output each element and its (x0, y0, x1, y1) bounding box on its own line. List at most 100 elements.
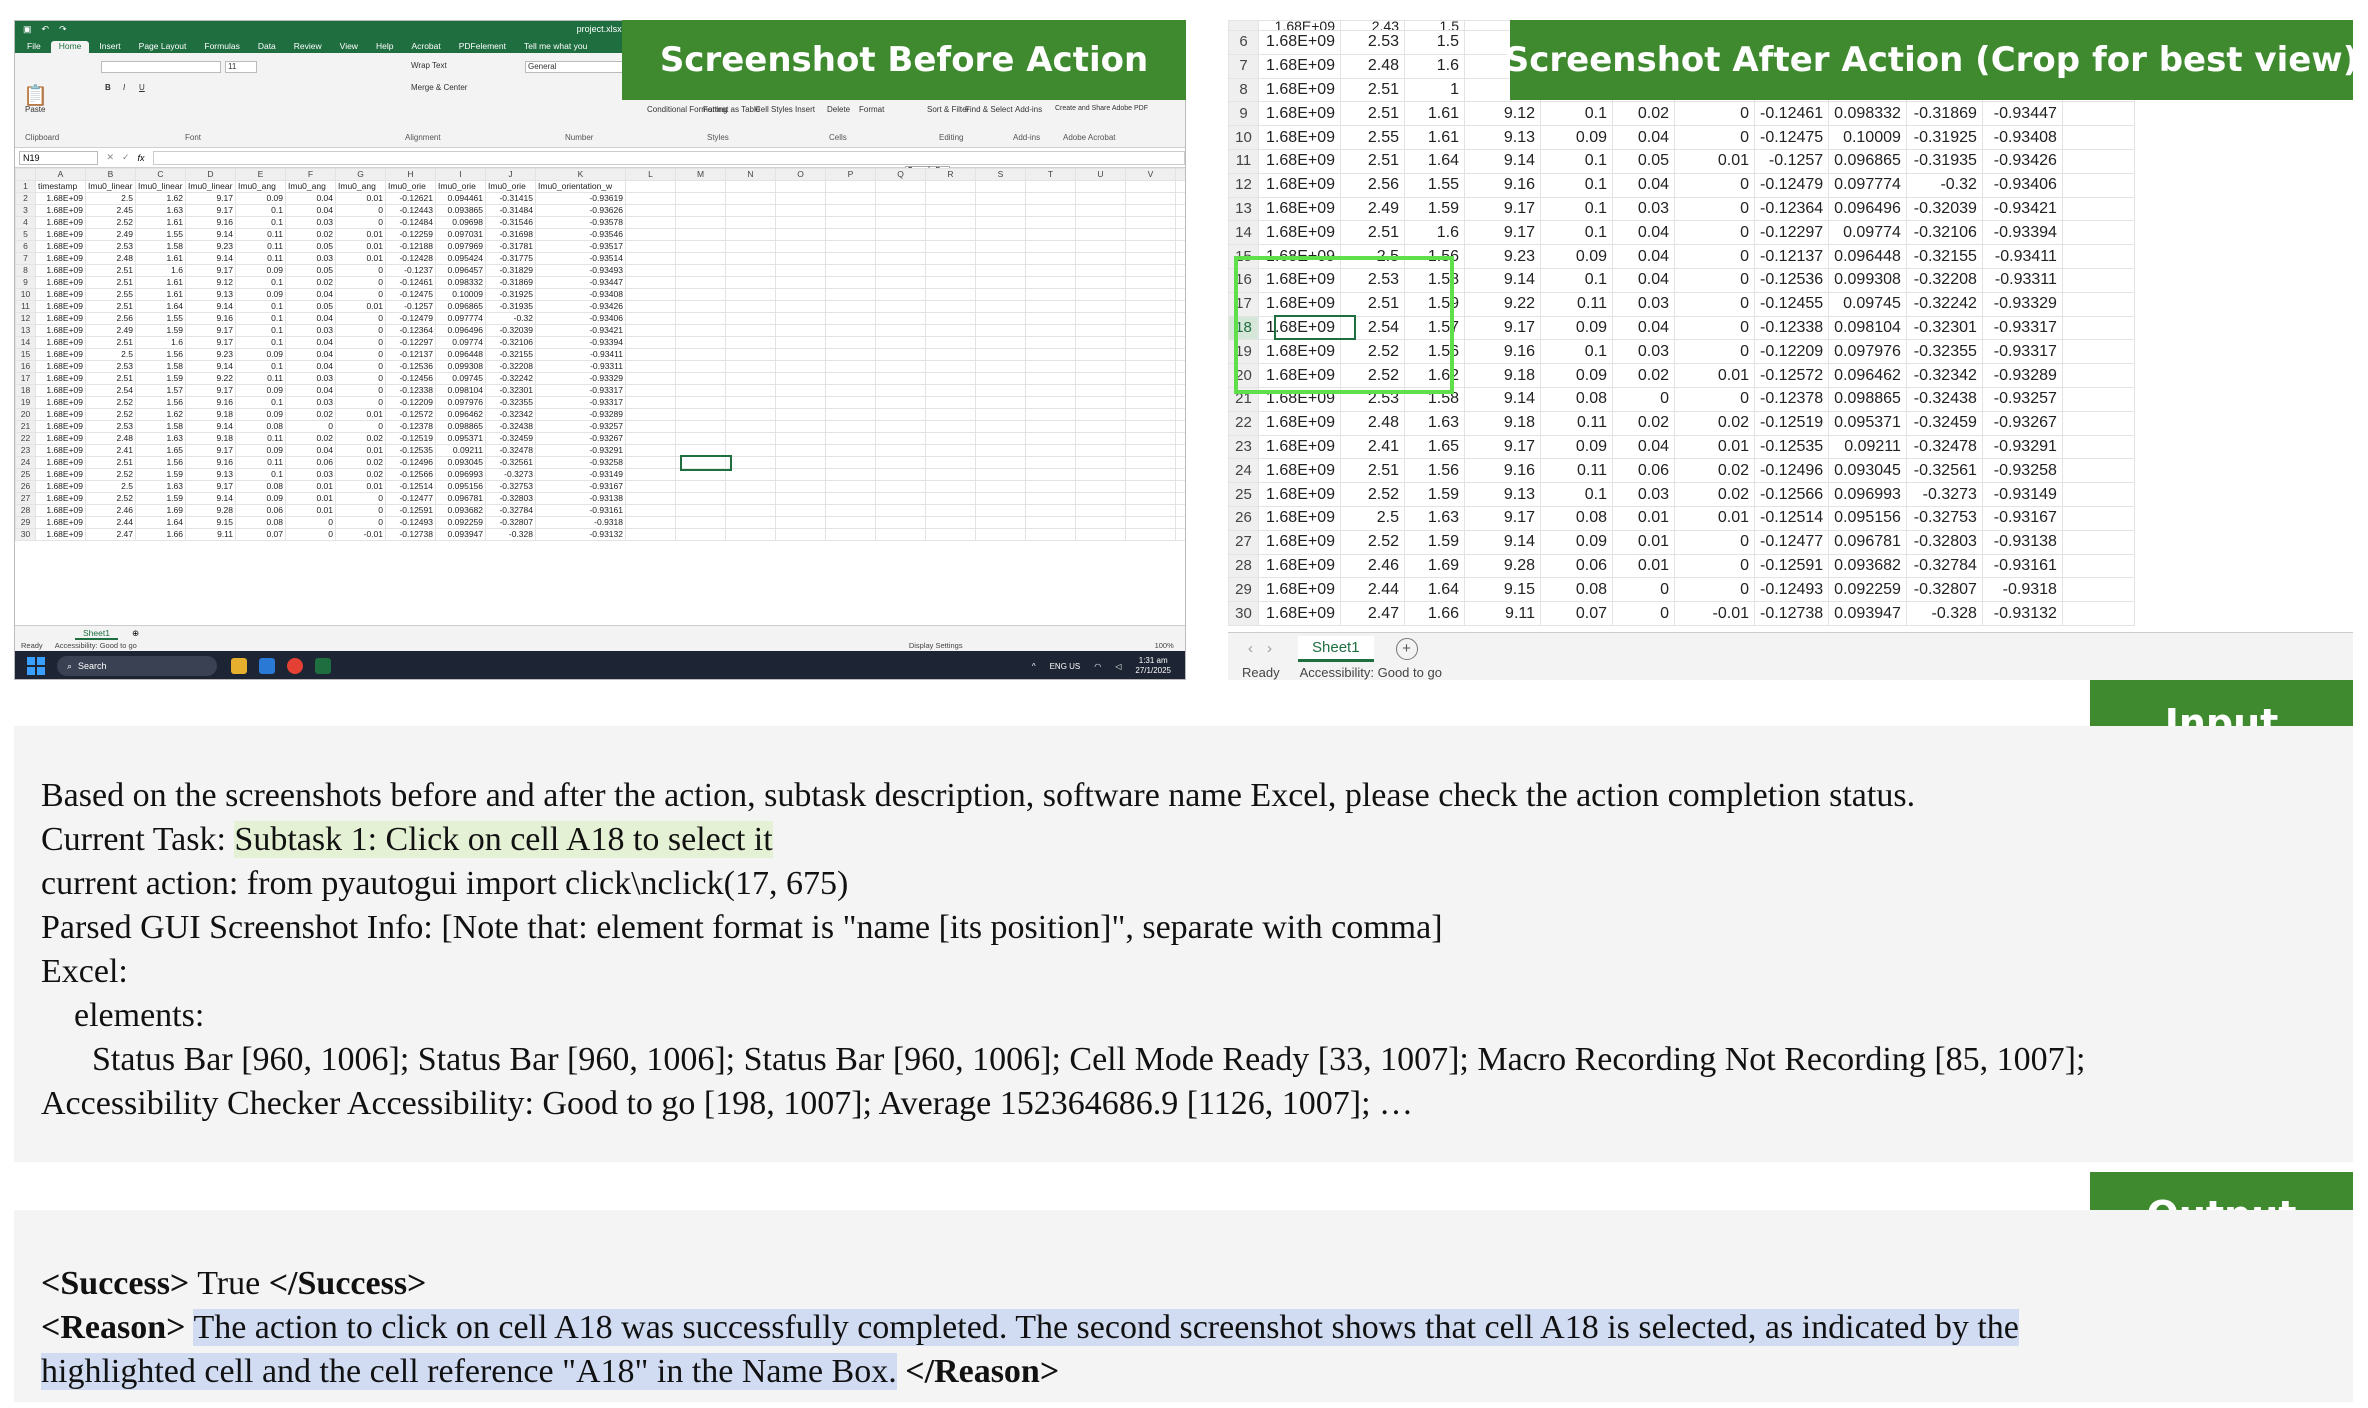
grid-cell[interactable]: 1.69 (1405, 554, 1465, 578)
grid-cell[interactable]: -0.93267 (536, 433, 626, 445)
grid-cell[interactable] (676, 433, 726, 445)
row-header[interactable]: 4 (16, 217, 36, 229)
format-as-table-button[interactable]: Format as Table (703, 105, 760, 114)
grid-cell[interactable]: -0.32459 (486, 433, 536, 445)
column-header-r[interactable]: R (926, 169, 976, 181)
grid-cell[interactable] (1176, 493, 1187, 505)
sort-filter-button[interactable]: Sort & Filter (927, 105, 969, 114)
grid-cell[interactable]: timestamp (36, 181, 86, 193)
grid-cell[interactable]: 1.68E+09 (1259, 483, 1341, 507)
grid-cell[interactable]: 0.093682 (1829, 554, 1907, 578)
grid-cell[interactable]: 0.09 (1541, 316, 1613, 340)
grid-cell[interactable] (726, 289, 776, 301)
grid-cell[interactable]: 1.63 (136, 433, 186, 445)
grid-cell[interactable]: 0.09774 (436, 337, 486, 349)
grid-cell[interactable] (1026, 217, 1076, 229)
grid-cell[interactable]: -0.32208 (1906, 268, 1982, 292)
grid-cell[interactable]: -0.32438 (1906, 387, 1982, 411)
grid-cell[interactable]: -0.32561 (486, 457, 536, 469)
grid-cell[interactable]: 0.05 (286, 265, 336, 277)
grid-cell[interactable] (1126, 481, 1176, 493)
grid-cell[interactable] (1076, 433, 1126, 445)
grid-cell[interactable] (2062, 245, 2134, 269)
grid-cell[interactable] (1126, 433, 1176, 445)
font-name-select[interactable] (101, 61, 221, 73)
row-header[interactable]: 9 (1229, 102, 1259, 126)
grid-cell[interactable]: 0 (336, 325, 386, 337)
grid-cell[interactable]: 0.09 (1541, 364, 1613, 388)
grid-cell[interactable] (676, 325, 726, 337)
row-header[interactable]: 26 (16, 481, 36, 493)
grid-cell[interactable]: 0.092259 (436, 517, 486, 529)
grid-cell[interactable] (1176, 325, 1187, 337)
grid-cell[interactable]: 0.096865 (436, 301, 486, 313)
grid-cell[interactable]: 2.51 (1341, 102, 1405, 126)
grid-cell[interactable] (1176, 433, 1187, 445)
grid-cell[interactable] (676, 397, 726, 409)
after-add-sheet-icon[interactable]: + (1396, 638, 1418, 660)
adobe-pdf-button[interactable]: Create and Share Adobe PDF (1055, 105, 1148, 112)
grid-cell[interactable]: 0.03 (1613, 340, 1675, 364)
grid-cell[interactable]: 0.1 (236, 301, 286, 313)
grid-cell[interactable]: 1.6 (136, 265, 186, 277)
grid-cell[interactable]: -0.32807 (486, 517, 536, 529)
grid-cell[interactable]: 2.52 (86, 469, 136, 481)
grid-cell[interactable]: -0.12514 (386, 481, 436, 493)
grid-cell[interactable] (1126, 469, 1176, 481)
grid-cell[interactable] (676, 277, 726, 289)
grid-cell[interactable]: Imu0_orie (436, 181, 486, 193)
grid-cell[interactable]: 1.68E+09 (1259, 197, 1341, 221)
grid-cell[interactable]: -0.93406 (536, 313, 626, 325)
grid-cell[interactable]: -0.32753 (1906, 506, 1982, 530)
grid-cell[interactable]: -0.93408 (536, 289, 626, 301)
grid-cell[interactable]: 0 (1675, 316, 1755, 340)
grid-cell[interactable]: 0.098104 (1829, 316, 1907, 340)
grid-cell[interactable]: 1.56 (136, 457, 186, 469)
grid-cell[interactable]: 1.68E+09 (1259, 126, 1341, 150)
grid-cell[interactable]: 0.11 (1541, 459, 1613, 483)
grid-cell[interactable]: 0.096781 (436, 493, 486, 505)
row-header[interactable]: 8 (1229, 78, 1259, 102)
grid-cell[interactable] (626, 325, 676, 337)
row-header[interactable]: 6 (16, 241, 36, 253)
grid-cell[interactable]: -0.93138 (536, 493, 626, 505)
grid-cell[interactable]: -0.93408 (1982, 126, 2062, 150)
number-format-select[interactable]: General (525, 61, 625, 73)
grid-cell[interactable] (626, 181, 676, 193)
grid-cell[interactable]: -0.93447 (1982, 102, 2062, 126)
grid-cell[interactable]: -0.12338 (1755, 316, 1829, 340)
grid-cell[interactable] (676, 193, 726, 205)
grid-cell[interactable] (676, 421, 726, 433)
row-header[interactable]: 25 (16, 469, 36, 481)
grid-cell[interactable]: -0.12461 (386, 277, 436, 289)
grid-cell[interactable]: 1.68E+09 (36, 349, 86, 361)
grid-cell[interactable] (1176, 301, 1187, 313)
grid-cell[interactable]: 0.098865 (436, 421, 486, 433)
grid-cell[interactable]: Imu0_ang (286, 181, 336, 193)
grid-cell[interactable]: -0.12477 (1755, 530, 1829, 554)
grid-cell[interactable]: 1.68E+09 (36, 493, 86, 505)
grid-cell[interactable]: 9.17 (186, 385, 236, 397)
grid-cell[interactable]: -0.12479 (386, 313, 436, 325)
grid-cell[interactable]: 0.02 (336, 433, 386, 445)
grid-cell[interactable]: 0.1 (1541, 102, 1613, 126)
grid-cell[interactable]: 1.68E+09 (36, 313, 86, 325)
grid-cell[interactable]: -0.12572 (386, 409, 436, 421)
grid-cell[interactable] (826, 313, 876, 325)
grid-cell[interactable]: 1.59 (136, 493, 186, 505)
grid-cell[interactable] (926, 229, 976, 241)
column-header-w[interactable]: W (1176, 169, 1187, 181)
grid-cell[interactable] (1126, 277, 1176, 289)
grid-cell[interactable] (1176, 217, 1187, 229)
grid-cell[interactable] (1076, 313, 1126, 325)
grid-cell[interactable] (626, 313, 676, 325)
grid-cell[interactable]: 0.099308 (436, 361, 486, 373)
grid-cell[interactable] (976, 433, 1026, 445)
grid-cell[interactable]: -0.32803 (486, 493, 536, 505)
grid-cell[interactable]: 1.68E+09 (36, 241, 86, 253)
grid-cell[interactable]: 1.68E+09 (36, 385, 86, 397)
grid-cell[interactable]: 0.093045 (1829, 459, 1907, 483)
grid-cell[interactable] (2062, 459, 2134, 483)
grid-cell[interactable]: -0.12591 (386, 505, 436, 517)
grid-cell[interactable] (1126, 349, 1176, 361)
